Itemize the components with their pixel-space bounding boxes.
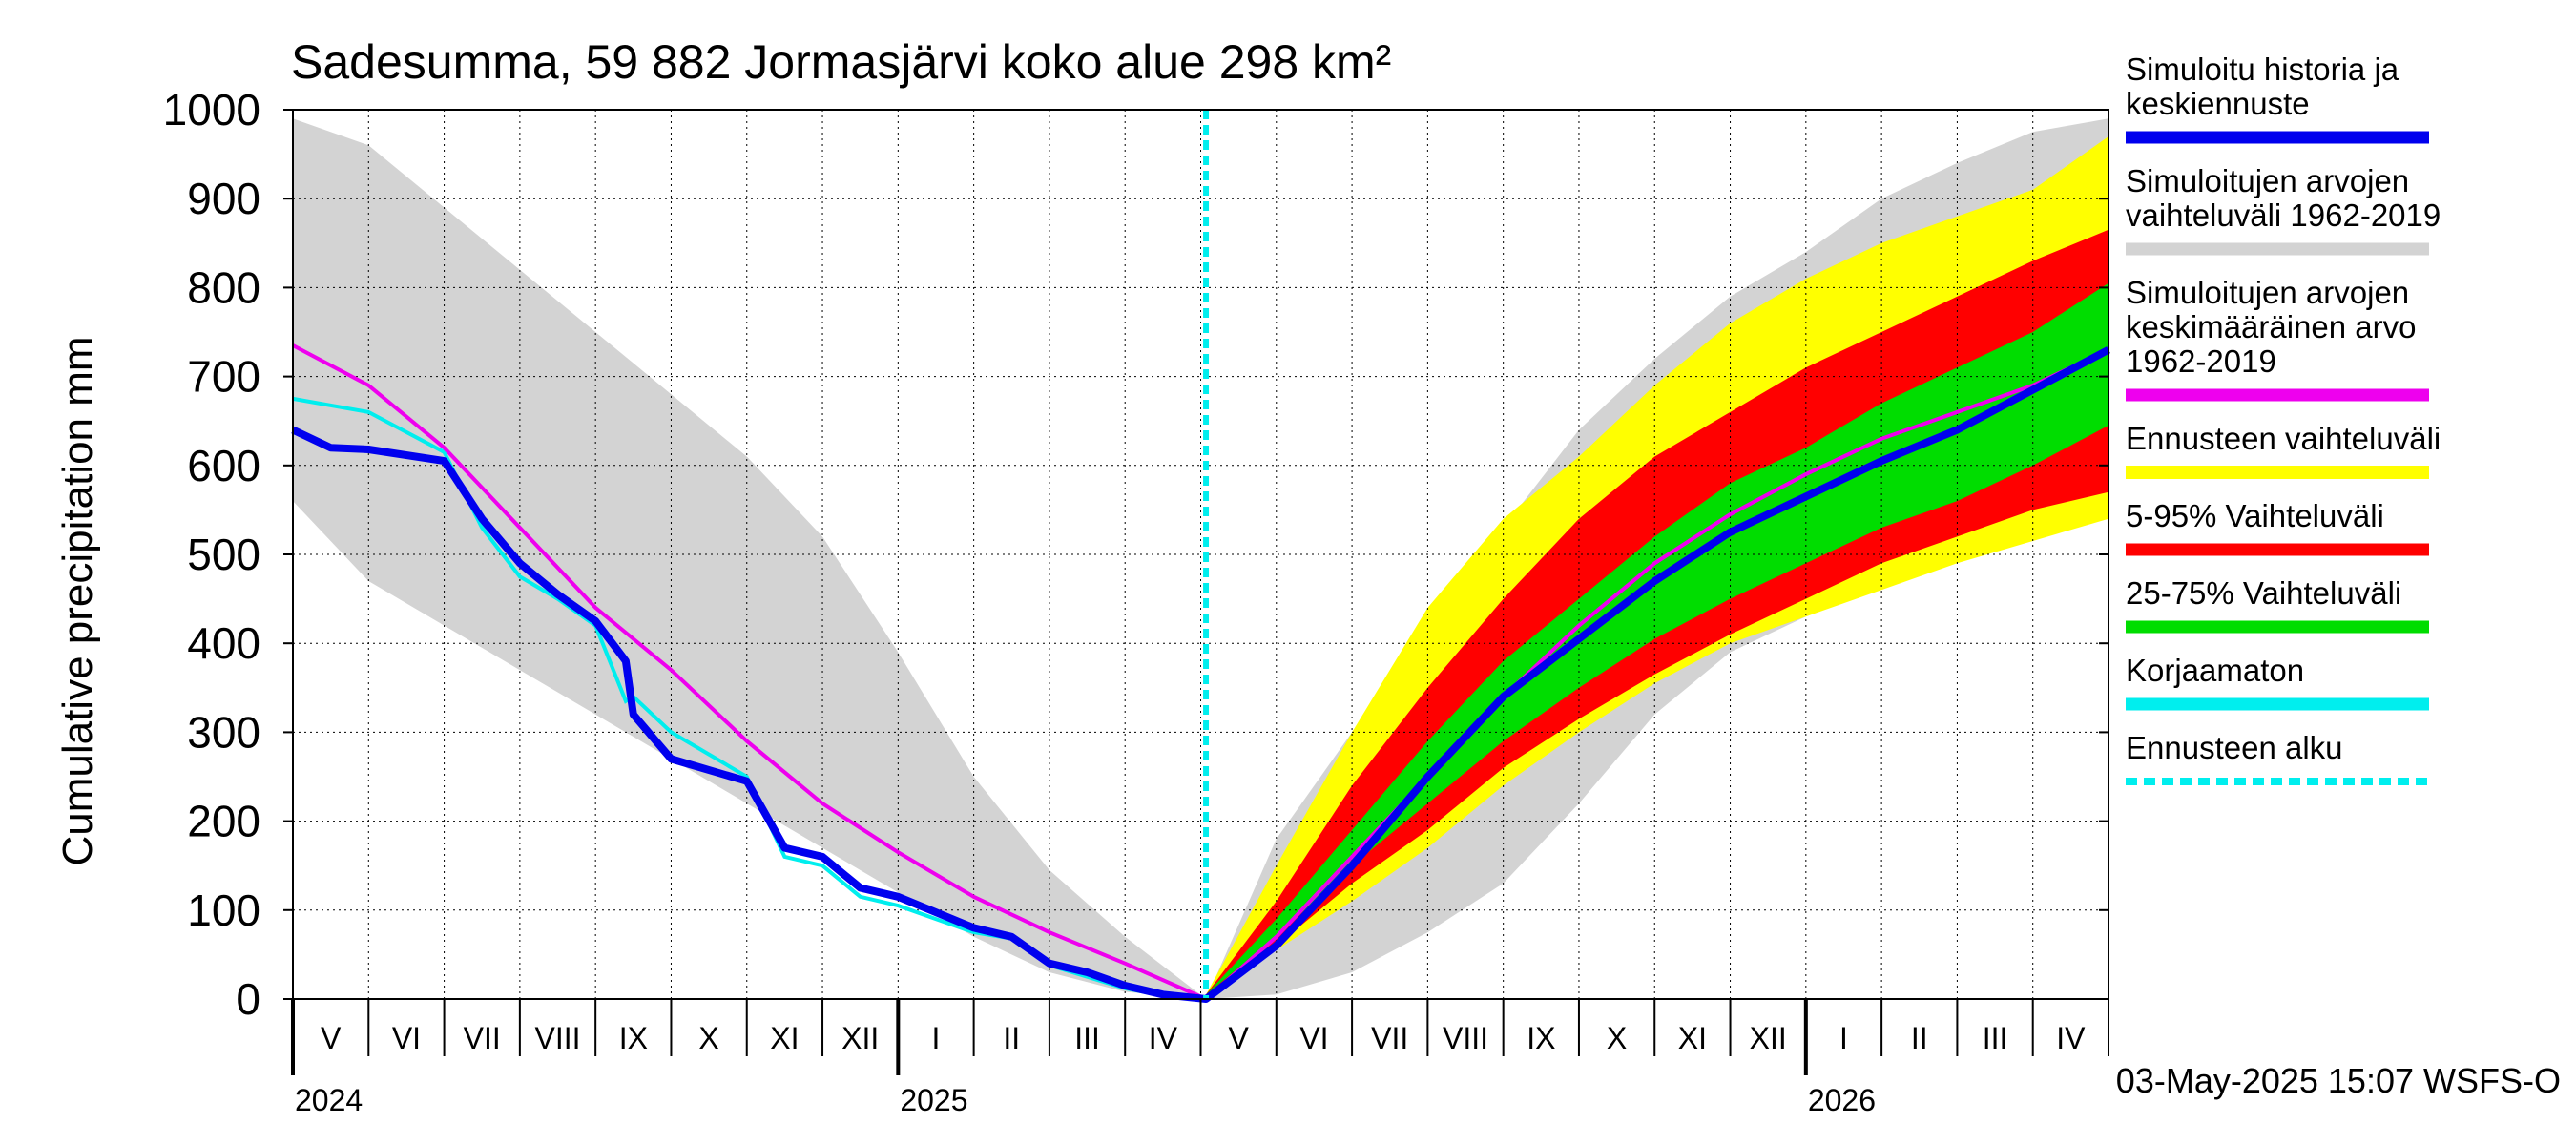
legend-label: keskiennuste (2126, 86, 2310, 121)
x-year-label: 2026 (1808, 1083, 1876, 1117)
x-year-label: 2024 (295, 1083, 363, 1117)
x-month-label: X (1607, 1021, 1627, 1055)
x-month-label: III (1074, 1021, 1100, 1055)
x-month-label: IX (1527, 1021, 1555, 1055)
x-month-label: II (1911, 1021, 1928, 1055)
x-month-label: I (1839, 1021, 1848, 1055)
y-tick-label: 100 (187, 885, 260, 935)
y-tick-label: 0 (236, 974, 260, 1024)
legend-label: Ennusteen alku (2126, 730, 2343, 765)
legend-label: 5-95% Vaihteluväli (2126, 498, 2384, 533)
legend-label: Korjaamaton (2126, 653, 2304, 688)
legend-item: Ennusteen alku (2126, 730, 2429, 785)
y-tick-label: 500 (187, 530, 260, 579)
x-month-label: VII (1371, 1021, 1408, 1055)
x-month-label: XI (1678, 1021, 1707, 1055)
legend-label: vaihteluväli 1962-2019 (2126, 198, 2441, 233)
x-month-label: VI (392, 1021, 421, 1055)
legend-label: Simuloitujen arvojen (2126, 275, 2409, 310)
legend-label: keskimääräinen arvo (2126, 309, 2416, 344)
y-tick-label: 800 (187, 262, 260, 312)
legend: Simuloitu historia jakeskiennusteSimuloi… (2126, 52, 2441, 785)
legend-item: 25-75% Vaihteluväli (2126, 575, 2429, 634)
legend-item: 5-95% Vaihteluväli (2126, 498, 2429, 556)
y-tick-label: 700 (187, 352, 260, 402)
simulated-history-line (291, 346, 2110, 1003)
x-month-label: VII (464, 1021, 501, 1055)
plot-area (291, 110, 2110, 1003)
x-month-label: VIII (535, 1021, 581, 1055)
x-month-label: V (321, 1021, 342, 1055)
chart-title: Sadesumma, 59 882 Jormasjärvi koko alue … (291, 35, 1391, 89)
x-month-label: I (932, 1021, 941, 1055)
x-month-label: VIII (1443, 1021, 1488, 1055)
legend-item: Korjaamaton (2126, 653, 2429, 711)
x-month-label: VI (1299, 1021, 1328, 1055)
x-month-label: XII (1750, 1021, 1787, 1055)
x-month-label: III (1983, 1021, 2008, 1055)
x-month-label: IX (619, 1021, 648, 1055)
x-month-label: X (698, 1021, 718, 1055)
y-axis-label: Cumulative precipitation mm (54, 336, 101, 865)
y-tick-label: 400 (187, 618, 260, 668)
timestamp-label: 03-May-2025 15:07 WSFS-O (2116, 1061, 2561, 1100)
x-month-label: II (1003, 1021, 1020, 1055)
x-year-label: 2025 (900, 1083, 967, 1117)
y-tick-label: 1000 (163, 85, 260, 135)
legend-label: Ennusteen vaihteluväli (2126, 421, 2441, 456)
x-month-label: IV (1149, 1021, 1178, 1055)
y-tick-label: 300 (187, 707, 260, 757)
x-month-label: V (1228, 1021, 1249, 1055)
legend-label: 25-75% Vaihteluväli (2126, 575, 2401, 611)
x-month-label: IV (2056, 1021, 2086, 1055)
legend-label: Simuloitu historia ja (2126, 52, 2399, 87)
legend-label: Simuloitujen arvojen (2126, 163, 2409, 198)
legend-label: 1962-2019 (2126, 344, 2276, 379)
y-tick-label: 600 (187, 441, 260, 490)
y-tick-label: 900 (187, 174, 260, 223)
x-month-label: XI (770, 1021, 799, 1055)
x-month-label: XII (841, 1021, 879, 1055)
y-tick-label: 200 (187, 797, 260, 846)
legend-item: Ennusteen vaihteluväli (2126, 421, 2441, 479)
